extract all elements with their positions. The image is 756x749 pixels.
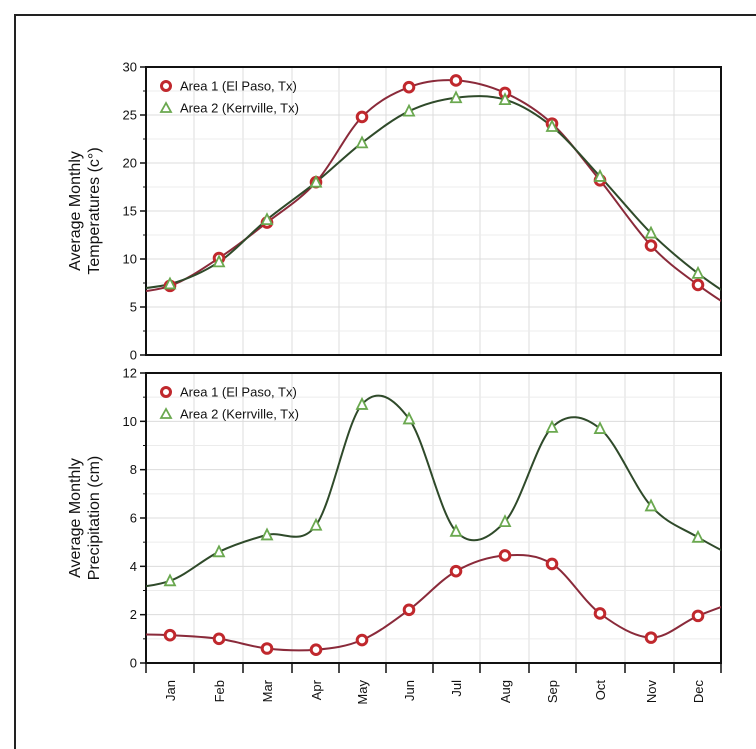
x-tick-label-dec: Dec — [691, 680, 706, 704]
data-point-area1-may — [355, 633, 369, 647]
data-point-area1-jun — [402, 603, 416, 617]
x-tick-label-jun: Jun — [402, 680, 417, 701]
data-point-area2-jun — [402, 103, 416, 117]
legend-marker-circle — [160, 386, 172, 398]
legend-entry-2: Area 2 (Kerrville, Tx) — [180, 407, 299, 422]
y-tick-label: 4 — [130, 559, 137, 574]
x-tick-label-jan: Jan — [163, 680, 178, 701]
data-point-area1-sep — [545, 557, 559, 571]
data-point-area1-oct — [593, 607, 607, 620]
data-point-area2-jun — [402, 411, 416, 425]
y-axis-label-line: Temperatures (c°) — [86, 147, 103, 274]
data-point-area1-feb — [212, 632, 226, 646]
y-axis-label: Average Monthly Temperatures (c°) — [67, 147, 103, 274]
legend-entry-1: Area 1 (El Paso, Tx) — [180, 79, 297, 94]
series-line-2 — [146, 394, 721, 588]
y-axis-label: Average Monthly Precipitation (cm) — [67, 456, 103, 580]
data-point-area2-feb — [212, 544, 226, 558]
data-point-area2-nov — [644, 498, 658, 512]
legend: Area 1 (El Paso, Tx) Area 2 (Kerrville, T… — [159, 385, 299, 422]
data-point-area2-mar — [260, 212, 274, 226]
y-axis-label-line: Precipitation (cm) — [86, 456, 103, 580]
data-point-area2-dec — [691, 529, 705, 543]
x-tick-label-mar: Mar — [260, 679, 275, 702]
data-point-area1-dec — [691, 278, 705, 292]
data-point-area2-aug — [498, 514, 512, 528]
x-tick-label-aug: Aug — [498, 680, 513, 703]
legend: Area 1 (El Paso, Tx) Area 2 (Kerrville, T… — [159, 79, 299, 116]
series-line-1 — [146, 79, 721, 303]
data-point-area1-jul — [449, 74, 463, 87]
x-tick-label-may: May — [355, 680, 370, 705]
x-tick-label-apr: Apr — [309, 679, 324, 700]
chart-panel-1: 0 5 10 15 20 25 30 Average Monthly Temperatures … — [67, 60, 722, 363]
legend-entry-2: Area 2 (Kerrville, Tx) — [180, 101, 299, 116]
data-point-area2-apr — [309, 174, 323, 188]
data-point-area2-oct — [593, 168, 607, 182]
data-point-area1-dec — [691, 609, 705, 623]
data-point-area1-jun — [402, 80, 416, 94]
y-tick-label: 10 — [123, 414, 137, 429]
data-point-area2-apr — [309, 517, 323, 531]
y-tick-label: 12 — [123, 366, 137, 381]
data-point-area2-feb — [212, 254, 226, 268]
data-point-area2-jul — [449, 523, 463, 537]
data-point-area2-jan — [163, 276, 177, 290]
data-point-area1-may — [355, 110, 369, 124]
x-tick-label-feb: Feb — [212, 680, 227, 702]
data-point-area1-nov — [644, 239, 658, 252]
y-tick-label: 30 — [123, 60, 137, 75]
data-point-area2-dec — [691, 265, 705, 279]
data-point-area1-jan — [163, 628, 177, 642]
x-axis: Jan Feb Mar Apr May Jun Jul Aug Sep Oct Nov Dec — [145, 663, 722, 705]
y-tick-label: 2 — [130, 607, 137, 622]
data-point-area1-mar — [260, 642, 274, 655]
data-point-area2-may — [355, 135, 369, 149]
data-point-area2-sep — [545, 119, 559, 132]
x-tick-label-nov: Nov — [644, 680, 659, 704]
y-tick-label: 25 — [123, 108, 137, 123]
y-tick-label: 6 — [130, 511, 137, 526]
data-point-area2-jan — [163, 573, 177, 587]
y-axis-label-line: Average Monthly — [67, 458, 84, 578]
data-point-area1-aug — [498, 549, 512, 562]
data-point-area1-jul — [449, 564, 463, 578]
data-point-area2-aug — [498, 92, 512, 106]
y-tick-label: 0 — [130, 656, 137, 671]
y-tick-label: 8 — [130, 462, 137, 477]
data-point-area2-sep — [545, 419, 559, 433]
x-tick-label-jul: Jul — [449, 680, 464, 697]
data-point-area2-oct — [593, 421, 607, 434]
y-tick-label: 15 — [123, 204, 137, 219]
x-tick-label-oct: Oct — [593, 680, 608, 701]
y-tick-label: 20 — [123, 156, 137, 171]
x-tick-label-sep: Sep — [545, 680, 560, 703]
data-point-area2-may — [355, 396, 369, 410]
y-tick-label: 0 — [130, 348, 137, 363]
data-point-area2-nov — [644, 225, 658, 239]
chart-panel-2: 0 2 4 6 8 10 12 Average Monthly Precipitation (c… — [67, 366, 722, 671]
y-axis-label-line: Average Monthly — [67, 151, 84, 271]
y-tick-label: 5 — [130, 300, 137, 315]
grid-lines — [146, 373, 721, 663]
data-point-area2-mar — [260, 527, 274, 541]
y-tick-label: 10 — [123, 252, 137, 267]
legend-entry-1: Area 1 (El Paso, Tx) — [180, 385, 297, 400]
legend-marker-triangle — [159, 407, 173, 419]
legend-marker-triangle — [159, 101, 173, 113]
data-point-area1-nov — [644, 631, 658, 644]
data-point-area2-jul — [449, 90, 463, 104]
grid-lines — [146, 67, 721, 355]
legend-marker-circle — [160, 80, 172, 92]
data-point-area1-apr — [309, 643, 323, 657]
